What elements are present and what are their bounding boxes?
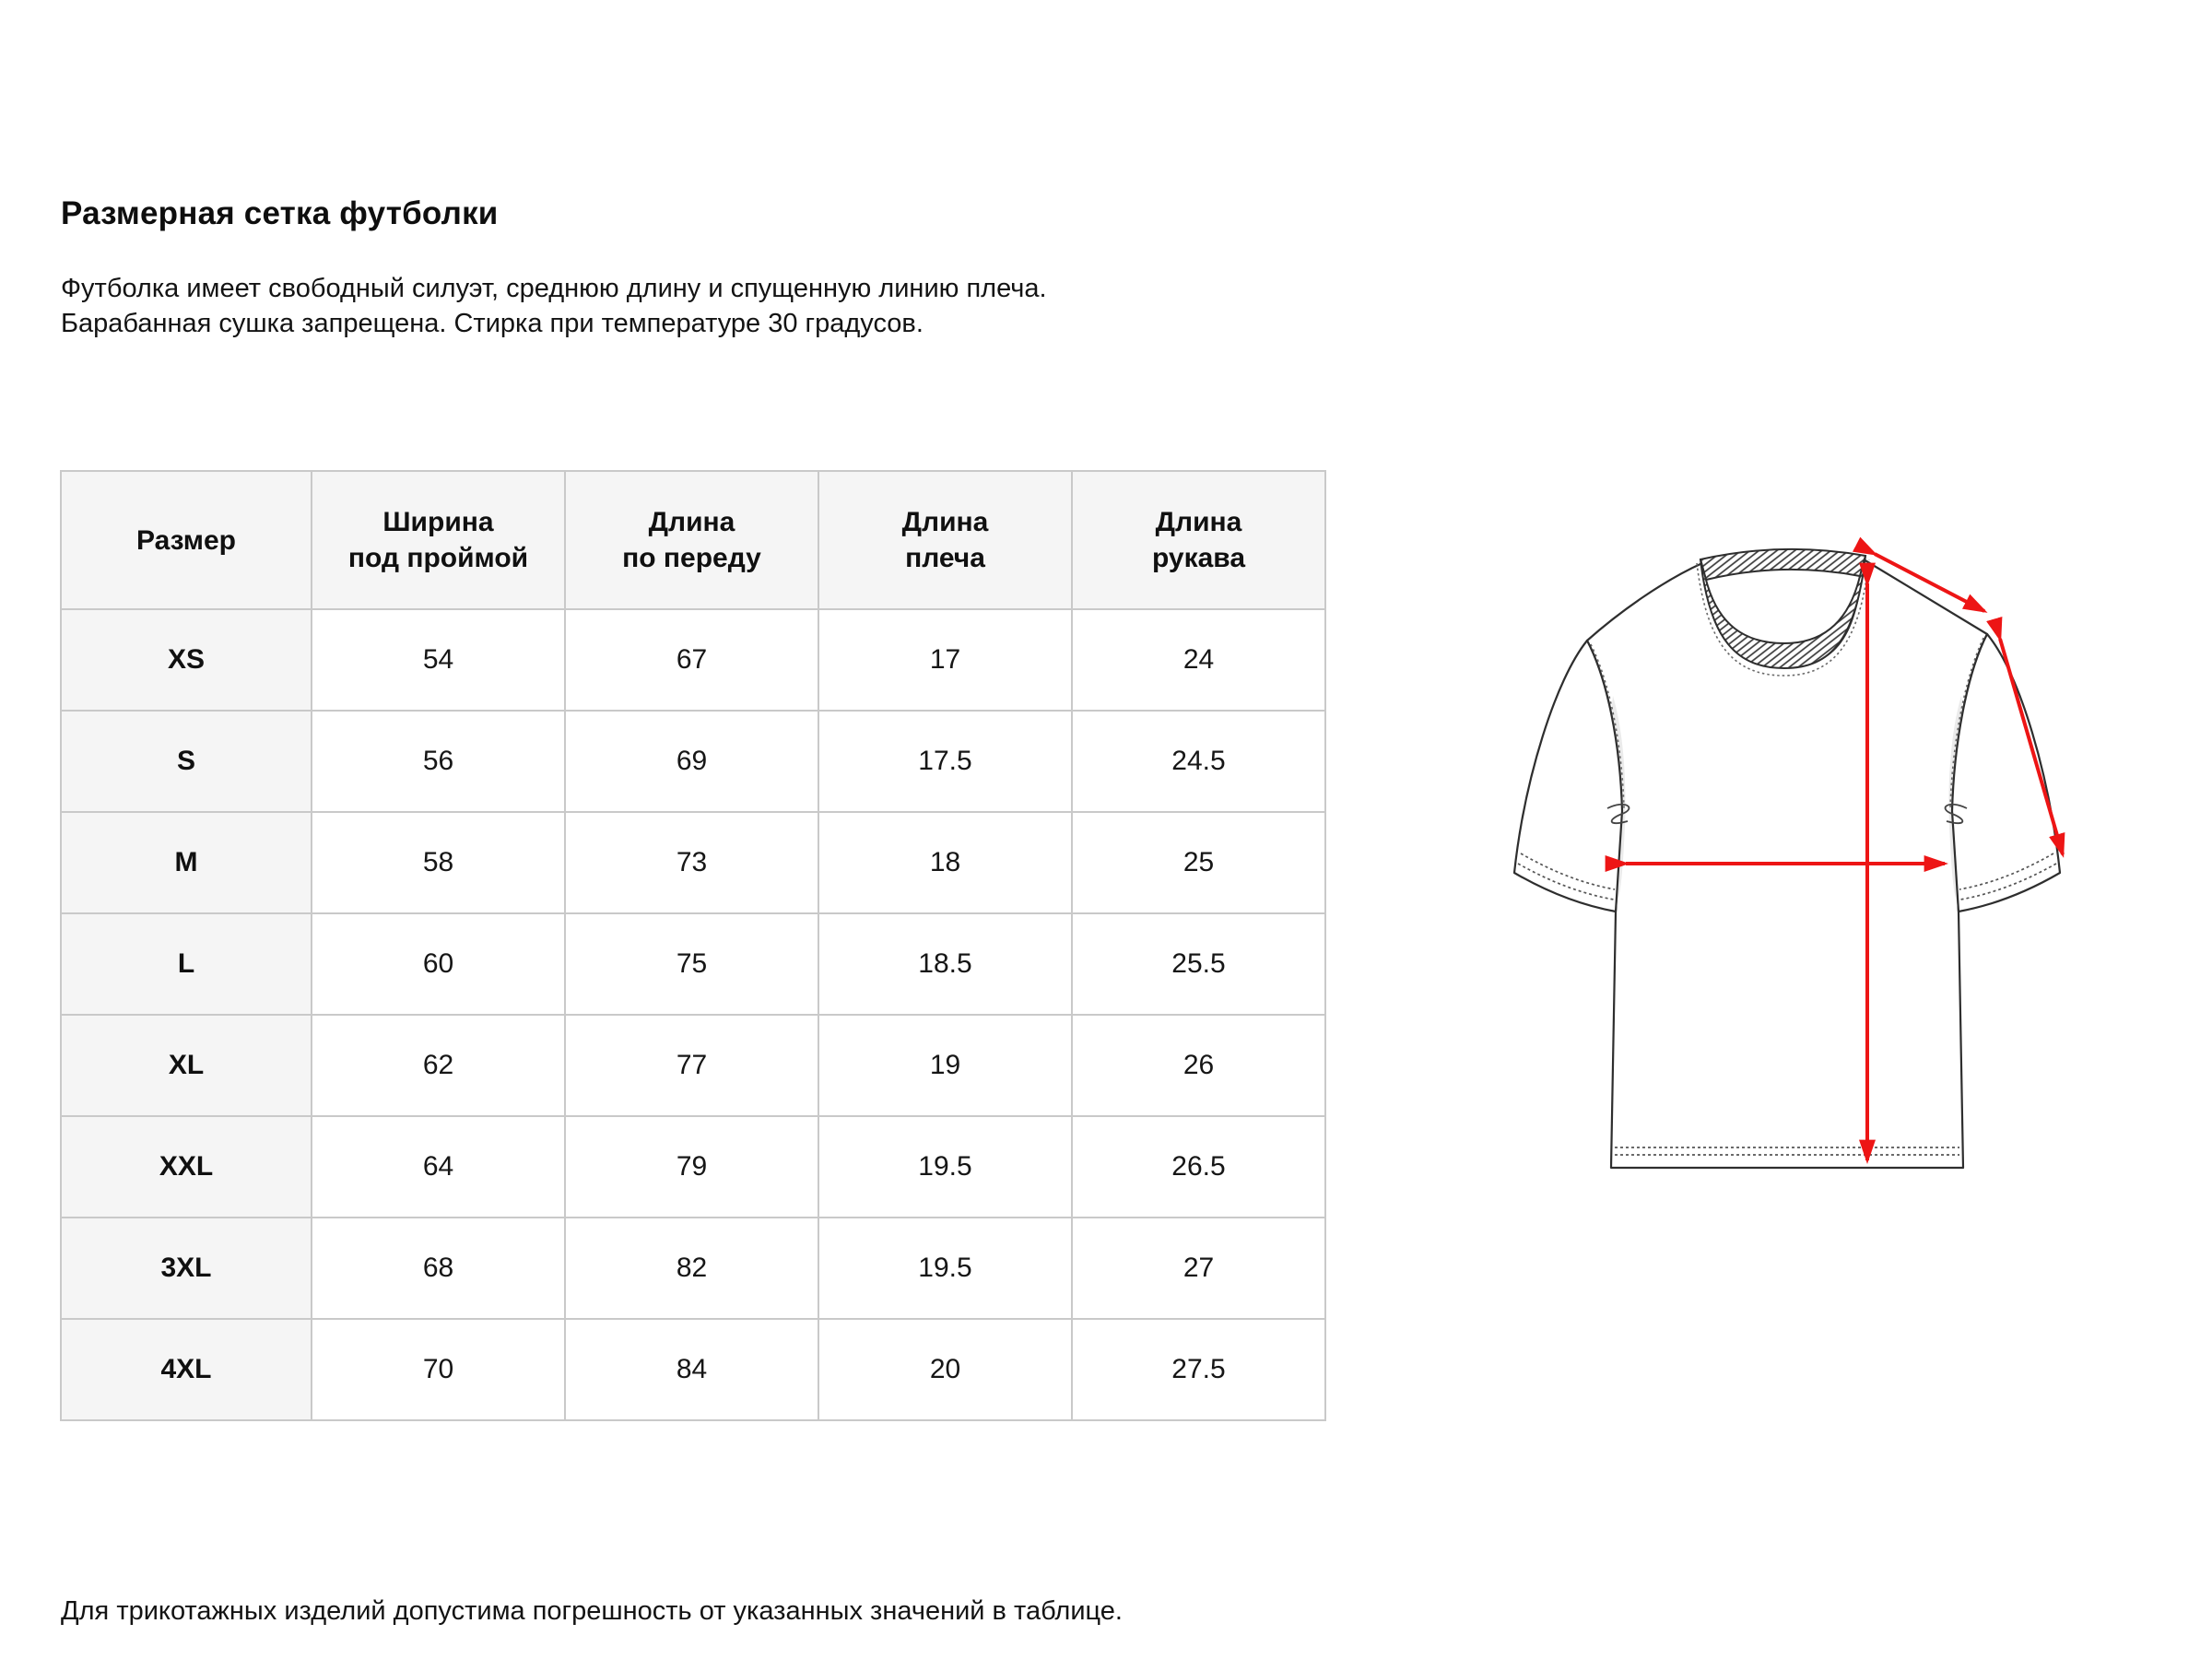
- collar-back-band: [1699, 547, 1867, 582]
- tshirt-measurement-diagram: [1512, 536, 2065, 1170]
- measurement-value: 68: [311, 1217, 566, 1320]
- page-title: Размерная сетка футболки: [61, 195, 499, 231]
- size-label: 3XL: [60, 1217, 312, 1320]
- footnote: Для трикотажных изделий допустима погреш…: [61, 1596, 1123, 1626]
- measurement-value: 18: [818, 811, 1073, 914]
- armpit-squiggle-right: [1944, 803, 1968, 825]
- measurement-value: 25: [1071, 811, 1326, 914]
- measurement-value: 24.5: [1071, 710, 1326, 813]
- size-table-header: Размер Ширина под проймой Длина по переду Д…: [60, 470, 1326, 610]
- measurement-value: 19.5: [818, 1217, 1073, 1320]
- size-label: XS: [60, 608, 312, 712]
- measurement-value: 24: [1071, 608, 1326, 712]
- table-row-M: M 58 73 18 25: [60, 811, 1326, 914]
- size-table: Размер Ширина под проймой Длина по переду Д…: [60, 470, 1326, 1421]
- measurement-value: 19: [818, 1014, 1073, 1117]
- measurement-value: 54: [311, 608, 566, 712]
- column-header-0: Размер: [60, 470, 312, 610]
- measurement-value: 60: [311, 912, 566, 1016]
- armpit-squiggle-left: [1606, 803, 1630, 825]
- measurement-value: 17: [818, 608, 1073, 712]
- measurement-value: 20: [818, 1318, 1073, 1421]
- measurement-value: 17.5: [818, 710, 1073, 813]
- measurement-value: 19.5: [818, 1115, 1073, 1218]
- measurement-value: 79: [564, 1115, 819, 1218]
- size-label: XL: [60, 1014, 312, 1117]
- size-label: 4XL: [60, 1318, 312, 1421]
- table-row-S: S 56 69 17.5 24.5: [60, 710, 1326, 813]
- sleeve-hem-stitch-right: [1959, 853, 2057, 900]
- size-table-body: XS 54 67 17 24 S 56 69 17.5 24.5 M 58 73 18 25 L 60 75 18.…: [60, 608, 1326, 1421]
- armhole-stitch-right: [1949, 637, 1984, 809]
- measurement-value: 82: [564, 1217, 819, 1320]
- measurement-value: 56: [311, 710, 566, 813]
- column-header-3: Длина плеча: [818, 470, 1073, 610]
- measurement-value: 27.5: [1071, 1318, 1326, 1421]
- measurement-value: 27: [1071, 1217, 1326, 1320]
- measurement-value: 75: [564, 912, 819, 1016]
- size-label: L: [60, 912, 312, 1016]
- measurement-value: 69: [564, 710, 819, 813]
- shoulder-length-arrow: [1852, 536, 1988, 613]
- table-row-XL: XL 62 77 19 26: [60, 1014, 1326, 1117]
- sleeve-left: [1512, 639, 1624, 913]
- product-description: Футболка имеет свободный силуэт, среднюю…: [61, 274, 1047, 338]
- column-header-1: Ширина под проймой: [311, 470, 566, 610]
- table-row-3XL: 3XL 68 82 19.5 27: [60, 1217, 1326, 1320]
- sleeve-length-arrow: [1986, 616, 2065, 858]
- sleeve-hem-stitch-left: [1517, 853, 1616, 900]
- size-label: M: [60, 811, 312, 914]
- measurement-value: 62: [311, 1014, 566, 1117]
- table-row-4XL: 4XL 70 84 20 27.5: [60, 1318, 1326, 1421]
- header-row: Размер Ширина под проймой Длина по переду Д…: [60, 470, 1326, 610]
- measurement-value: 73: [564, 811, 819, 914]
- measurement-value: 84: [564, 1318, 819, 1421]
- measurement-value: 77: [564, 1014, 819, 1117]
- column-header-2: Длина по переду: [564, 470, 819, 610]
- table-row-XS: XS 54 67 17 24: [60, 608, 1326, 712]
- table-row-XXL: XXL 64 79 19.5 26.5: [60, 1115, 1326, 1218]
- measurement-value: 67: [564, 608, 819, 712]
- measurement-value: 64: [311, 1115, 566, 1218]
- measurement-value: 25.5: [1071, 912, 1326, 1016]
- bottom-hem-stitch: [1615, 1147, 1959, 1156]
- measurement-value: 26: [1071, 1014, 1326, 1117]
- column-header-4: Длина рукава: [1071, 470, 1326, 610]
- measurement-value: 70: [311, 1318, 566, 1421]
- size-label: S: [60, 710, 312, 813]
- measurement-value: 18.5: [818, 912, 1073, 1016]
- size-label: XXL: [60, 1115, 312, 1218]
- table-row-L: L 60 75 18.5 25.5: [60, 912, 1326, 1016]
- neckline-stitch: [1696, 559, 1870, 677]
- measurement-value: 26.5: [1071, 1115, 1326, 1218]
- measurement-value: 58: [311, 811, 566, 914]
